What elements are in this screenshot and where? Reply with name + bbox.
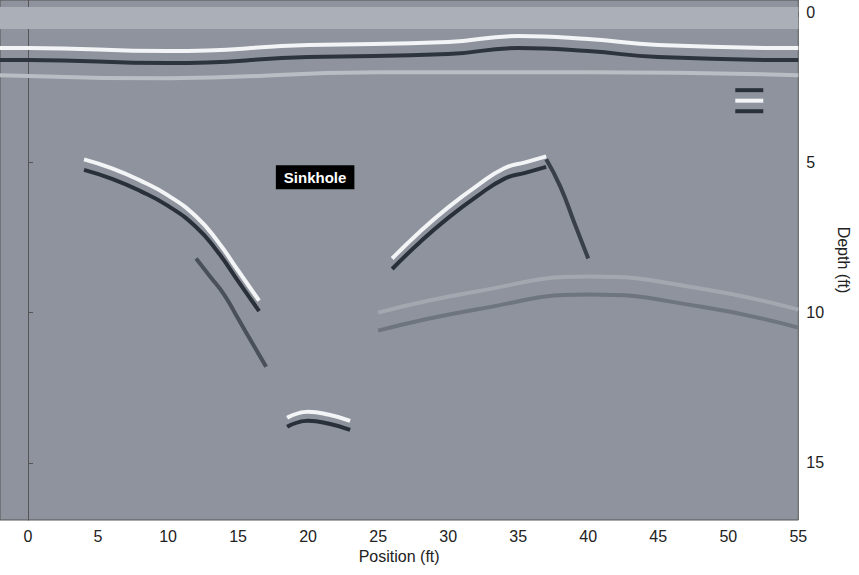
svg-text:0: 0 [806, 4, 815, 21]
svg-text:0: 0 [24, 528, 33, 545]
svg-text:40: 40 [579, 528, 597, 545]
svg-text:35: 35 [509, 528, 527, 545]
svg-text:30: 30 [439, 528, 457, 545]
svg-text:Sinkhole: Sinkhole [284, 169, 347, 186]
svg-text:20: 20 [299, 528, 317, 545]
svg-text:5: 5 [94, 528, 103, 545]
svg-text:25: 25 [369, 528, 387, 545]
svg-text:15: 15 [806, 454, 824, 471]
svg-text:10: 10 [159, 528, 177, 545]
svg-text:Depth (ft): Depth (ft) [835, 227, 852, 294]
svg-text:45: 45 [649, 528, 667, 545]
svg-text:15: 15 [229, 528, 247, 545]
svg-text:50: 50 [719, 528, 737, 545]
svg-text:Position (ft): Position (ft) [359, 548, 440, 565]
svg-text:55: 55 [789, 528, 807, 545]
svg-text:10: 10 [806, 304, 824, 321]
svg-text:5: 5 [806, 154, 815, 171]
